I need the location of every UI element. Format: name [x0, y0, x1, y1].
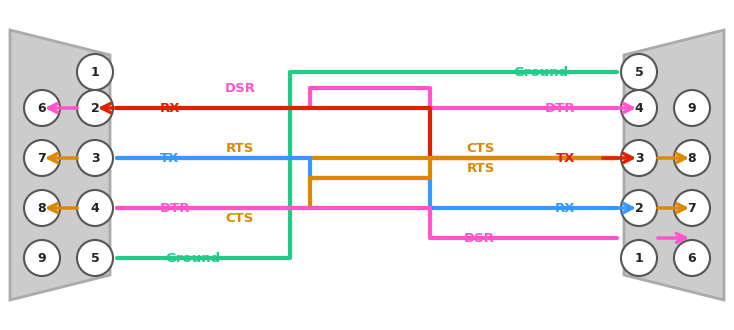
Circle shape	[77, 190, 113, 226]
Text: DSR: DSR	[464, 232, 495, 245]
Text: 6: 6	[37, 102, 46, 115]
Text: DTR: DTR	[545, 102, 575, 115]
Circle shape	[77, 140, 113, 176]
Text: DTR: DTR	[160, 202, 191, 214]
Text: 7: 7	[688, 202, 697, 214]
Circle shape	[621, 90, 657, 126]
Text: 2: 2	[90, 102, 99, 115]
Polygon shape	[624, 30, 724, 300]
Text: 5: 5	[635, 65, 644, 79]
Circle shape	[24, 140, 60, 176]
Circle shape	[621, 190, 657, 226]
Text: 8: 8	[37, 202, 46, 214]
Circle shape	[24, 190, 60, 226]
Text: 4: 4	[635, 102, 644, 115]
Text: CTS: CTS	[226, 212, 254, 224]
Text: 2: 2	[635, 202, 644, 214]
Circle shape	[621, 240, 657, 276]
Text: RX: RX	[160, 102, 181, 115]
Circle shape	[24, 90, 60, 126]
Circle shape	[77, 90, 113, 126]
Circle shape	[77, 54, 113, 90]
Circle shape	[674, 190, 710, 226]
Text: Ground: Ground	[165, 251, 220, 265]
Text: 1: 1	[635, 251, 644, 265]
Text: 8: 8	[688, 151, 697, 164]
Circle shape	[674, 90, 710, 126]
Polygon shape	[10, 30, 110, 300]
Text: 3: 3	[635, 151, 643, 164]
Circle shape	[77, 240, 113, 276]
Text: TX: TX	[160, 151, 179, 164]
Text: Ground: Ground	[513, 65, 568, 79]
Circle shape	[674, 240, 710, 276]
Text: 9: 9	[688, 102, 697, 115]
Text: 3: 3	[91, 151, 99, 164]
Circle shape	[24, 240, 60, 276]
Text: 9: 9	[37, 251, 46, 265]
Text: 4: 4	[90, 202, 99, 214]
Circle shape	[621, 54, 657, 90]
Circle shape	[674, 140, 710, 176]
Text: 5: 5	[90, 251, 99, 265]
Text: CTS: CTS	[467, 142, 495, 154]
Text: RTS: RTS	[226, 142, 254, 154]
Text: RX: RX	[554, 202, 575, 214]
Text: 7: 7	[37, 151, 46, 164]
Circle shape	[621, 140, 657, 176]
Text: RTS: RTS	[467, 161, 495, 175]
Text: TX: TX	[556, 151, 575, 164]
Text: 1: 1	[90, 65, 99, 79]
Text: 6: 6	[688, 251, 697, 265]
Text: DSR: DSR	[225, 82, 255, 94]
